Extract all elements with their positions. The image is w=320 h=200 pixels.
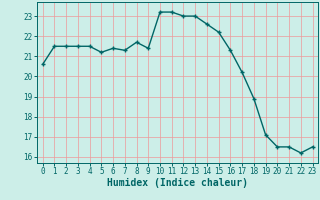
X-axis label: Humidex (Indice chaleur): Humidex (Indice chaleur) bbox=[107, 178, 248, 188]
